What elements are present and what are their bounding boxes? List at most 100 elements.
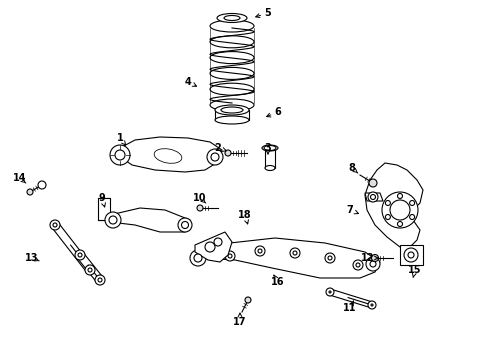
Ellipse shape — [217, 13, 246, 22]
Ellipse shape — [209, 51, 253, 64]
Polygon shape — [364, 163, 422, 247]
Ellipse shape — [209, 83, 253, 95]
Circle shape — [403, 248, 417, 262]
Circle shape — [371, 255, 378, 261]
Circle shape — [385, 215, 389, 220]
Ellipse shape — [264, 166, 274, 171]
Text: 3: 3 — [264, 143, 271, 153]
Circle shape — [397, 221, 402, 226]
Circle shape — [365, 257, 379, 271]
Ellipse shape — [209, 20, 253, 32]
Polygon shape — [110, 208, 190, 232]
Circle shape — [115, 150, 125, 160]
Circle shape — [367, 301, 375, 309]
Polygon shape — [52, 222, 93, 273]
Circle shape — [352, 260, 362, 270]
Ellipse shape — [221, 107, 243, 113]
Text: 16: 16 — [271, 277, 284, 287]
Polygon shape — [98, 198, 110, 220]
Text: 1: 1 — [116, 133, 123, 143]
Ellipse shape — [209, 36, 253, 48]
Circle shape — [381, 192, 417, 228]
Circle shape — [95, 275, 105, 285]
Circle shape — [325, 288, 333, 296]
Circle shape — [178, 218, 192, 232]
Circle shape — [385, 201, 389, 206]
Circle shape — [409, 201, 414, 206]
Circle shape — [88, 268, 92, 272]
Ellipse shape — [264, 145, 275, 150]
Circle shape — [75, 250, 85, 260]
Ellipse shape — [224, 15, 240, 21]
Circle shape — [370, 194, 375, 199]
Ellipse shape — [215, 105, 248, 115]
Text: 13: 13 — [25, 253, 39, 263]
Circle shape — [328, 291, 330, 293]
Circle shape — [224, 251, 235, 261]
Circle shape — [289, 248, 299, 258]
Text: 14: 14 — [13, 173, 27, 183]
Circle shape — [210, 153, 219, 161]
Polygon shape — [120, 137, 222, 172]
Circle shape — [369, 261, 375, 267]
Polygon shape — [77, 252, 103, 283]
Text: 5: 5 — [264, 8, 271, 18]
Polygon shape — [364, 193, 382, 201]
Circle shape — [355, 263, 359, 267]
Circle shape — [368, 179, 376, 187]
Text: 18: 18 — [238, 210, 251, 220]
Circle shape — [50, 220, 60, 230]
Circle shape — [27, 189, 33, 195]
Circle shape — [224, 150, 230, 156]
Text: 2: 2 — [214, 143, 221, 153]
Circle shape — [109, 216, 117, 224]
Circle shape — [190, 250, 205, 266]
Text: 4: 4 — [184, 77, 191, 87]
Circle shape — [204, 242, 215, 252]
Circle shape — [214, 238, 222, 246]
Circle shape — [197, 205, 203, 211]
Text: 11: 11 — [343, 303, 356, 313]
Ellipse shape — [209, 99, 253, 111]
Text: 12: 12 — [361, 253, 374, 263]
Polygon shape — [195, 232, 231, 262]
Circle shape — [85, 265, 95, 275]
Ellipse shape — [215, 116, 248, 124]
Circle shape — [110, 145, 130, 165]
Polygon shape — [195, 238, 379, 278]
Circle shape — [325, 253, 334, 263]
Circle shape — [370, 304, 372, 306]
Circle shape — [194, 254, 202, 262]
Text: 9: 9 — [99, 193, 105, 203]
Circle shape — [206, 149, 223, 165]
Ellipse shape — [209, 67, 253, 80]
Circle shape — [258, 249, 262, 253]
Text: 15: 15 — [407, 265, 421, 275]
Circle shape — [98, 278, 102, 282]
Text: 17: 17 — [233, 317, 246, 327]
Circle shape — [389, 200, 409, 220]
Ellipse shape — [154, 149, 182, 163]
Circle shape — [53, 223, 57, 227]
Circle shape — [407, 252, 413, 258]
Circle shape — [409, 215, 414, 220]
Circle shape — [327, 256, 331, 260]
Text: 7: 7 — [346, 205, 353, 215]
Circle shape — [397, 193, 402, 198]
Polygon shape — [399, 245, 422, 265]
Circle shape — [181, 221, 188, 229]
Polygon shape — [264, 148, 274, 168]
Ellipse shape — [262, 145, 278, 151]
Text: 6: 6 — [274, 107, 281, 117]
Circle shape — [292, 251, 296, 255]
Circle shape — [38, 181, 46, 189]
Polygon shape — [328, 289, 372, 308]
Text: 8: 8 — [348, 163, 355, 173]
Circle shape — [244, 297, 250, 303]
Circle shape — [254, 246, 264, 256]
Circle shape — [227, 254, 231, 258]
Circle shape — [367, 192, 377, 202]
Text: 10: 10 — [193, 193, 206, 203]
Circle shape — [105, 212, 121, 228]
Circle shape — [78, 253, 82, 257]
